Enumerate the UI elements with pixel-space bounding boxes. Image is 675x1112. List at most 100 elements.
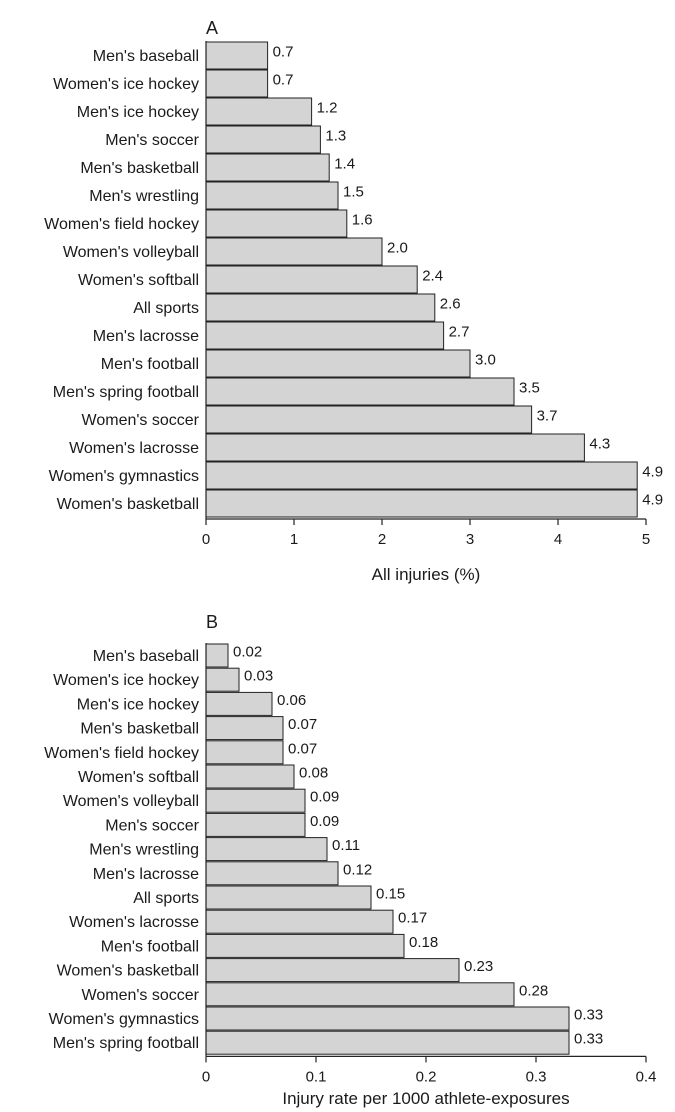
value-label: 1.2 (317, 100, 338, 117)
value-label: 4.9 (642, 464, 663, 481)
bar (205, 837, 328, 862)
x-tick-label: 2 (378, 531, 386, 548)
bar (205, 293, 436, 322)
bar (205, 740, 284, 765)
bar (205, 41, 269, 70)
x-tick-label: 0 (202, 1068, 210, 1085)
bar (205, 153, 330, 182)
x-axis-title: Injury rate per 1000 athlete-exposures (282, 1089, 569, 1108)
bar (205, 788, 306, 813)
category-label: Men's basketball (80, 721, 199, 738)
category-label: Women's ice hockey (53, 76, 199, 93)
value-label: 0.33 (574, 1007, 603, 1024)
category-label: Men's basketball (80, 160, 199, 177)
category-label: Men's football (101, 938, 199, 955)
category-label: Men's ice hockey (77, 696, 199, 713)
bar (205, 885, 372, 910)
value-label: 0.03 (244, 668, 273, 685)
x-tick-label: 5 (642, 531, 650, 548)
x-tick-label: 0 (202, 531, 210, 548)
bar (205, 812, 306, 837)
bar (205, 433, 585, 462)
category-label: Men's lacrosse (93, 866, 199, 883)
value-label: 2.4 (422, 268, 443, 285)
value-label: 1.3 (325, 128, 346, 145)
category-label: Men's baseball (93, 48, 199, 65)
value-label: 0.28 (519, 982, 548, 999)
category-label: Women's basketball (57, 963, 199, 980)
bar (205, 405, 533, 434)
category-label: Men's lacrosse (93, 328, 199, 345)
value-label: 2.7 (449, 324, 470, 341)
value-label: 0.02 (233, 644, 262, 661)
bar (205, 982, 515, 1007)
value-label: 4.3 (589, 436, 610, 453)
panel-letter: B (206, 612, 218, 632)
value-label: 0.23 (464, 958, 493, 975)
category-label: Men's ice hockey (77, 104, 199, 121)
category-label: Men's baseball (93, 648, 199, 665)
bar (205, 1006, 570, 1031)
value-label: 1.6 (352, 212, 373, 229)
category-label: Women's volleyball (63, 793, 199, 810)
category-label: Men's wrestling (89, 188, 199, 205)
value-label: 1.5 (343, 184, 364, 201)
category-label: Women's gymnastics (49, 1011, 199, 1028)
value-label: 0.08 (299, 765, 328, 782)
category-label: Women's soccer (82, 987, 200, 1004)
bar (205, 97, 313, 126)
bar (205, 861, 339, 886)
bar (205, 691, 273, 716)
bar (205, 909, 394, 934)
x-tick-label: 0.4 (636, 1068, 657, 1085)
bar (205, 321, 445, 350)
category-label: Women's lacrosse (69, 914, 199, 931)
value-label: 2.0 (387, 240, 408, 257)
bar (205, 958, 460, 983)
panel-a-chart: A Men's baseball 0.7 Women's ice hockey 0.7 M… (44, 18, 663, 584)
x-tick-label: 0.3 (526, 1068, 547, 1085)
value-label: 0.09 (310, 789, 339, 806)
bar (205, 461, 638, 490)
bar (205, 643, 229, 668)
value-label: 0.33 (574, 1031, 603, 1048)
bar (205, 181, 339, 210)
bar (205, 764, 295, 789)
category-label: Women's field hockey (44, 216, 199, 233)
category-label: Women's softball (78, 769, 199, 786)
category-label: Women's field hockey (44, 745, 199, 762)
bar (205, 265, 418, 294)
category-label: Men's wrestling (89, 842, 199, 859)
category-label: Men's spring football (53, 384, 199, 401)
bar (205, 69, 269, 98)
category-label: Women's gymnastics (49, 468, 199, 485)
category-label: Men's soccer (105, 817, 199, 834)
category-label: Women's ice hockey (53, 672, 199, 689)
bar (205, 209, 348, 238)
bar (205, 1030, 570, 1055)
value-label: 0.18 (409, 934, 438, 951)
bar (205, 667, 240, 692)
category-label: All sports (133, 890, 199, 907)
category-label: Men's spring football (53, 1035, 199, 1052)
category-label: Women's softball (78, 272, 199, 289)
x-tick-label: 3 (466, 531, 474, 548)
value-label: 0.17 (398, 910, 427, 927)
value-label: 3.0 (475, 352, 496, 369)
value-label: 4.9 (642, 492, 663, 509)
bar (205, 716, 284, 741)
x-tick-label: 4 (554, 531, 562, 548)
category-label: Men's football (101, 356, 199, 373)
value-label: 3.7 (537, 408, 558, 425)
value-label: 0.06 (277, 692, 306, 709)
bar (205, 237, 383, 266)
value-label: 0.7 (273, 72, 294, 89)
category-label: Men's soccer (105, 132, 199, 149)
bar (205, 933, 405, 958)
value-label: 0.09 (310, 813, 339, 830)
bar (205, 377, 515, 406)
value-label: 0.15 (376, 886, 405, 903)
category-label: Women's lacrosse (69, 440, 199, 457)
bar (205, 125, 321, 154)
